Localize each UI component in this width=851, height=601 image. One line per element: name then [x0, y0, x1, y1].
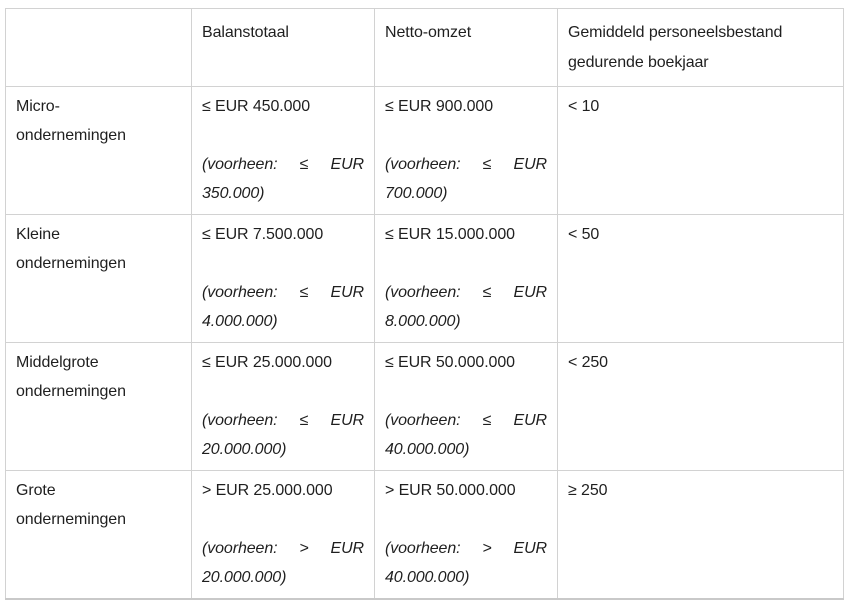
header-row: Balanstotaal Netto-omzet Gemiddeld perso… [5, 8, 844, 87]
threshold-current: ≤ EUR 25.000.000 [202, 354, 332, 371]
threshold-previous: (voorheen: ≤ EUR 4.000.000) [202, 284, 364, 330]
balanstotaal-cell: > EUR 25.000.000 (voorheen: > EUR 20.000… [191, 470, 375, 600]
balanstotaal-cell: ≤ EUR 25.000.000 (voorheen: ≤ EUR 20.000… [191, 342, 375, 471]
netto-omzet-cell: > EUR 50.000.000 (voorheen: > EUR 40.000… [374, 470, 558, 600]
personeelsbestand-cell: < 250 [557, 342, 844, 471]
threshold-previous: (voorheen: ≤ EUR 350.000) [202, 156, 364, 202]
threshold-current: ≤ EUR 7.500.000 [202, 226, 324, 243]
header-empty [5, 8, 192, 87]
personeelsbestand-cell: ≥ 250 [557, 470, 844, 600]
threshold-previous: (voorheen: ≤ EUR 20.000.000) [202, 412, 364, 458]
table-row-grote: Grote ondernemingen > EUR 25.000.000 (vo… [5, 470, 844, 600]
table-header: Balanstotaal Netto-omzet Gemiddeld perso… [5, 8, 844, 87]
threshold-current: > EUR 50.000.000 [385, 482, 516, 499]
balanstotaal-cell: ≤ EUR 7.500.000 (voorheen: ≤ EUR 4.000.0… [191, 214, 375, 343]
header-netto-omzet: Netto-omzet [374, 8, 558, 87]
netto-omzet-cell: ≤ EUR 900.000 (voorheen: ≤ EUR 700.000) [374, 86, 558, 215]
personeelsbestand-cell: < 50 [557, 214, 844, 343]
threshold-current: ≤ EUR 450.000 [202, 98, 310, 115]
threshold-current: ≤ EUR 900.000 [385, 98, 493, 115]
company-size-table: Balanstotaal Netto-omzet Gemiddeld perso… [5, 8, 844, 600]
category-label: Micro- ondernemingen [5, 86, 192, 215]
threshold-previous: (voorheen: > EUR 20.000.000) [202, 540, 364, 586]
threshold-previous: (voorheen: > EUR 40.000.000) [385, 540, 547, 586]
category-label: Middelgrote ondernemingen [5, 342, 192, 471]
category-label: Kleine ondernemingen [5, 214, 192, 343]
netto-omzet-cell: ≤ EUR 15.000.000 (voorheen: ≤ EUR 8.000.… [374, 214, 558, 343]
netto-omzet-cell: ≤ EUR 50.000.000 (voorheen: ≤ EUR 40.000… [374, 342, 558, 471]
threshold-previous: (voorheen: ≤ EUR 40.000.000) [385, 412, 547, 458]
threshold-current: ≤ EUR 50.000.000 [385, 354, 515, 371]
table-row-middelgrote: Middelgrote ondernemingen ≤ EUR 25.000.0… [5, 342, 844, 471]
category-label: Grote ondernemingen [5, 470, 192, 600]
threshold-previous: (voorheen: ≤ EUR 8.000.000) [385, 284, 547, 330]
balanstotaal-cell: ≤ EUR 450.000 (voorheen: ≤ EUR 350.000) [191, 86, 375, 215]
threshold-current: ≤ EUR 15.000.000 [385, 226, 515, 243]
header-personeelsbestand: Gemiddeld personeelsbestand gedurende bo… [557, 8, 844, 87]
table-row-kleine: Kleine ondernemingen ≤ EUR 7.500.000 (vo… [5, 214, 844, 343]
threshold-previous: (voorheen: ≤ EUR 700.000) [385, 156, 547, 202]
threshold-current: > EUR 25.000.000 [202, 482, 333, 499]
table-body: Micro- ondernemingen ≤ EUR 450.000 (voor… [5, 86, 844, 600]
header-balanstotaal: Balanstotaal [191, 8, 375, 87]
table-row-micro: Micro- ondernemingen ≤ EUR 450.000 (voor… [5, 86, 844, 215]
personeelsbestand-cell: < 10 [557, 86, 844, 215]
